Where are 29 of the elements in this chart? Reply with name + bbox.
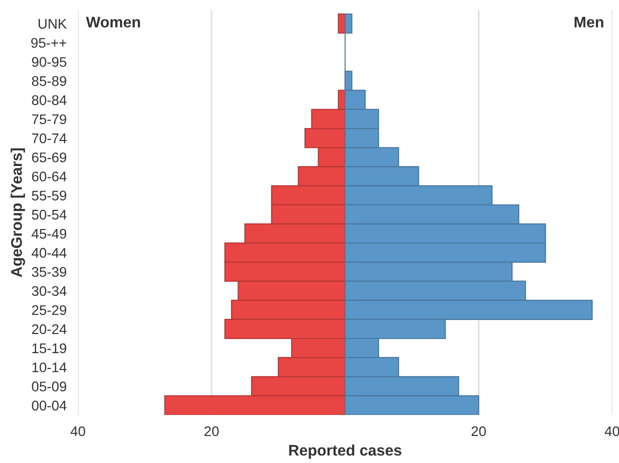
y-tick-label: 65-69 xyxy=(32,152,66,162)
y-tick-label: 70-74 xyxy=(32,133,66,144)
y-tick-label: 20-24 xyxy=(32,324,66,334)
y-tick-label: 45-49 xyxy=(32,228,66,239)
y-tick-label: 30-34 xyxy=(32,286,66,296)
y-tick-label: 40-44 xyxy=(32,248,66,258)
x-tick-label: 40 xyxy=(70,426,86,436)
y-tick-label: 25-29 xyxy=(32,305,66,316)
y-tick-label: 15-19 xyxy=(32,343,66,354)
y-tick-label: 55-59 xyxy=(32,190,66,201)
y-tick-label: 10-14 xyxy=(32,362,66,372)
y-tick-label: 95-++ xyxy=(31,38,66,48)
x-axis-title: Reported cases xyxy=(289,444,402,459)
y-tick-label: 75-79 xyxy=(32,114,66,124)
y-tick-label: 90-95 xyxy=(32,57,66,67)
y-tick-label: UNK xyxy=(38,19,67,29)
y-tick-label: 00-04 xyxy=(32,400,66,410)
x-tick-label: 20 xyxy=(472,426,486,436)
y-tick-label: 50-54 xyxy=(32,210,66,220)
y-tick-label: 05-09 xyxy=(32,382,66,392)
annotation: Men xyxy=(574,16,604,28)
y-axis-title: AgeGroup [Years] xyxy=(10,148,26,278)
y-tick-label: 80-84 xyxy=(32,95,66,106)
x-tick-label: 20 xyxy=(204,426,219,436)
y-tick-label: 60-64 xyxy=(32,172,66,182)
y-tick-label: 35-39 xyxy=(32,267,66,277)
y-tick-label: 85-89 xyxy=(32,76,66,86)
x-tick-label: 40 xyxy=(604,426,619,436)
annotation: Women xyxy=(86,16,140,28)
